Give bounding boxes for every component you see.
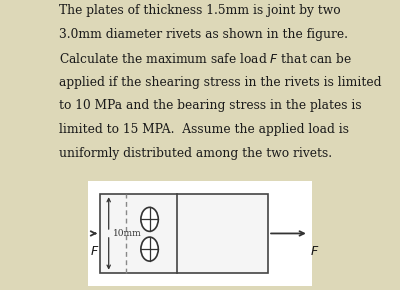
Text: The plates of thickness 1.5mm is joint by two: The plates of thickness 1.5mm is joint b… xyxy=(59,4,340,17)
Text: $F$: $F$ xyxy=(90,245,99,258)
Ellipse shape xyxy=(141,237,158,261)
Ellipse shape xyxy=(141,207,158,231)
Bar xyxy=(100,194,268,273)
Text: 10mm: 10mm xyxy=(113,229,142,238)
Text: 3.0mm diameter rivets as shown in the figure.: 3.0mm diameter rivets as shown in the fi… xyxy=(59,28,348,41)
Text: uniformly distributed among the two rivets.: uniformly distributed among the two rive… xyxy=(59,147,332,160)
Text: Calculate the maximum safe load $\mathit{F}$ that can be: Calculate the maximum safe load $\mathit… xyxy=(59,52,352,66)
Text: to 10 MPa and the bearing stress in the plates is: to 10 MPa and the bearing stress in the … xyxy=(59,99,361,113)
Text: $F$: $F$ xyxy=(310,245,320,258)
Text: applied if the shearing stress in the rivets is limited: applied if the shearing stress in the ri… xyxy=(59,76,381,89)
Text: limited to 15 MPA.  Assume the applied load is: limited to 15 MPA. Assume the applied lo… xyxy=(59,123,349,136)
Bar xyxy=(88,181,312,286)
